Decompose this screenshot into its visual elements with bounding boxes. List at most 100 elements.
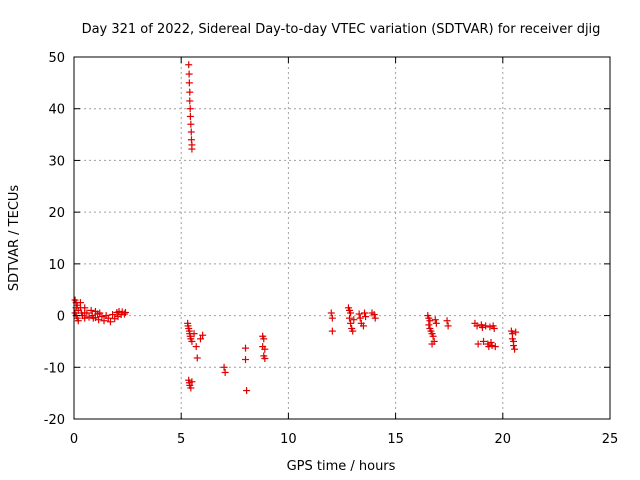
data-point	[431, 316, 439, 324]
data-point	[121, 308, 129, 316]
x-tick-label: 15	[387, 432, 404, 447]
data-point	[361, 309, 369, 317]
data-point	[187, 120, 195, 128]
data-point	[83, 309, 91, 317]
data-point	[362, 313, 370, 321]
data-point	[98, 313, 106, 321]
x-tick-label: 25	[602, 432, 619, 447]
data-point	[87, 306, 95, 314]
plot-frame	[73, 56, 611, 420]
x-axis-label: GPS time / hours	[287, 459, 396, 474]
data-point	[444, 322, 452, 330]
data-point	[220, 363, 228, 371]
data-point	[425, 321, 433, 329]
data-point	[370, 311, 378, 319]
data-point	[356, 314, 364, 322]
grid-lines	[74, 57, 610, 419]
data-point	[193, 354, 201, 362]
data-point	[480, 337, 488, 345]
data-point	[327, 309, 335, 317]
data-point	[221, 368, 229, 376]
data-point	[510, 342, 518, 350]
data-point	[432, 319, 440, 327]
data-point	[81, 314, 89, 322]
data-point	[349, 327, 357, 335]
data-point	[371, 314, 379, 322]
data-point	[430, 337, 438, 345]
data-point	[261, 354, 269, 362]
x-tick-label: 20	[495, 432, 512, 447]
x-tick-label: 10	[280, 432, 297, 447]
data-point	[95, 316, 103, 324]
data-point	[188, 378, 196, 386]
data-point	[243, 387, 251, 395]
data-point	[482, 322, 490, 330]
data-point	[187, 384, 195, 392]
data-point	[488, 342, 496, 350]
data-point	[261, 345, 269, 353]
data-point	[106, 318, 114, 326]
data-point	[512, 328, 520, 336]
data-point	[346, 314, 354, 322]
data-point	[186, 105, 194, 113]
data-point	[359, 322, 367, 330]
x-tick-labels: 0 5 10 15 20 25	[70, 432, 618, 447]
y-tick-label: 10	[48, 258, 65, 273]
data-point	[511, 345, 519, 353]
data-point	[196, 335, 204, 343]
data-point	[85, 313, 93, 321]
data-point	[426, 317, 434, 325]
y-axis-label: SDTVAR / TECUs	[7, 185, 22, 292]
data-point	[185, 79, 193, 87]
data-point	[491, 343, 499, 351]
data-point	[347, 319, 355, 327]
data-point	[186, 88, 194, 96]
data-point	[242, 344, 250, 352]
y-tick-label: 30	[48, 154, 65, 169]
data-point	[350, 316, 358, 324]
y-tick-label: 40	[48, 103, 65, 118]
y-tick-label: -20	[44, 413, 65, 428]
data-point	[355, 310, 363, 318]
chart-title: Day 321 of 2022, Sidereal Day-to-day VTE…	[82, 22, 601, 37]
data-point	[120, 310, 128, 318]
y-tick-label: -10	[44, 361, 65, 376]
data-point	[328, 327, 336, 335]
data-point	[328, 314, 336, 322]
data-point	[188, 145, 196, 153]
data-point	[487, 338, 495, 346]
x-tick-label: 5	[177, 432, 185, 447]
data-point	[347, 309, 355, 317]
data-point	[490, 325, 498, 332]
data-point	[96, 309, 104, 317]
y-tick-label: 50	[48, 51, 65, 66]
data-point	[74, 317, 82, 325]
data-point	[474, 340, 482, 348]
data-point	[473, 322, 481, 330]
data-point	[100, 317, 108, 325]
y-tick-labels: -20 -10 0 10 20 30 40 50	[44, 51, 65, 428]
y-tick-label: 0	[57, 310, 65, 325]
data-point	[260, 335, 268, 343]
data-point	[185, 70, 193, 78]
data-point	[478, 323, 486, 331]
data-point	[190, 330, 198, 338]
data-point	[187, 128, 195, 136]
data-point	[188, 337, 196, 345]
data-point	[199, 331, 207, 339]
data-point	[104, 314, 112, 322]
data-point	[485, 343, 493, 351]
x-tick-label: 0	[70, 432, 78, 447]
data-points	[71, 61, 520, 395]
data-point	[443, 317, 451, 325]
data-point	[185, 61, 193, 69]
data-point	[109, 311, 117, 319]
y-tick-label: 20	[48, 206, 65, 221]
data-point	[429, 332, 437, 340]
data-point	[192, 343, 200, 351]
data-point	[186, 97, 194, 105]
tick-marks	[73, 56, 611, 420]
data-point	[242, 356, 250, 364]
data-point	[186, 112, 194, 120]
